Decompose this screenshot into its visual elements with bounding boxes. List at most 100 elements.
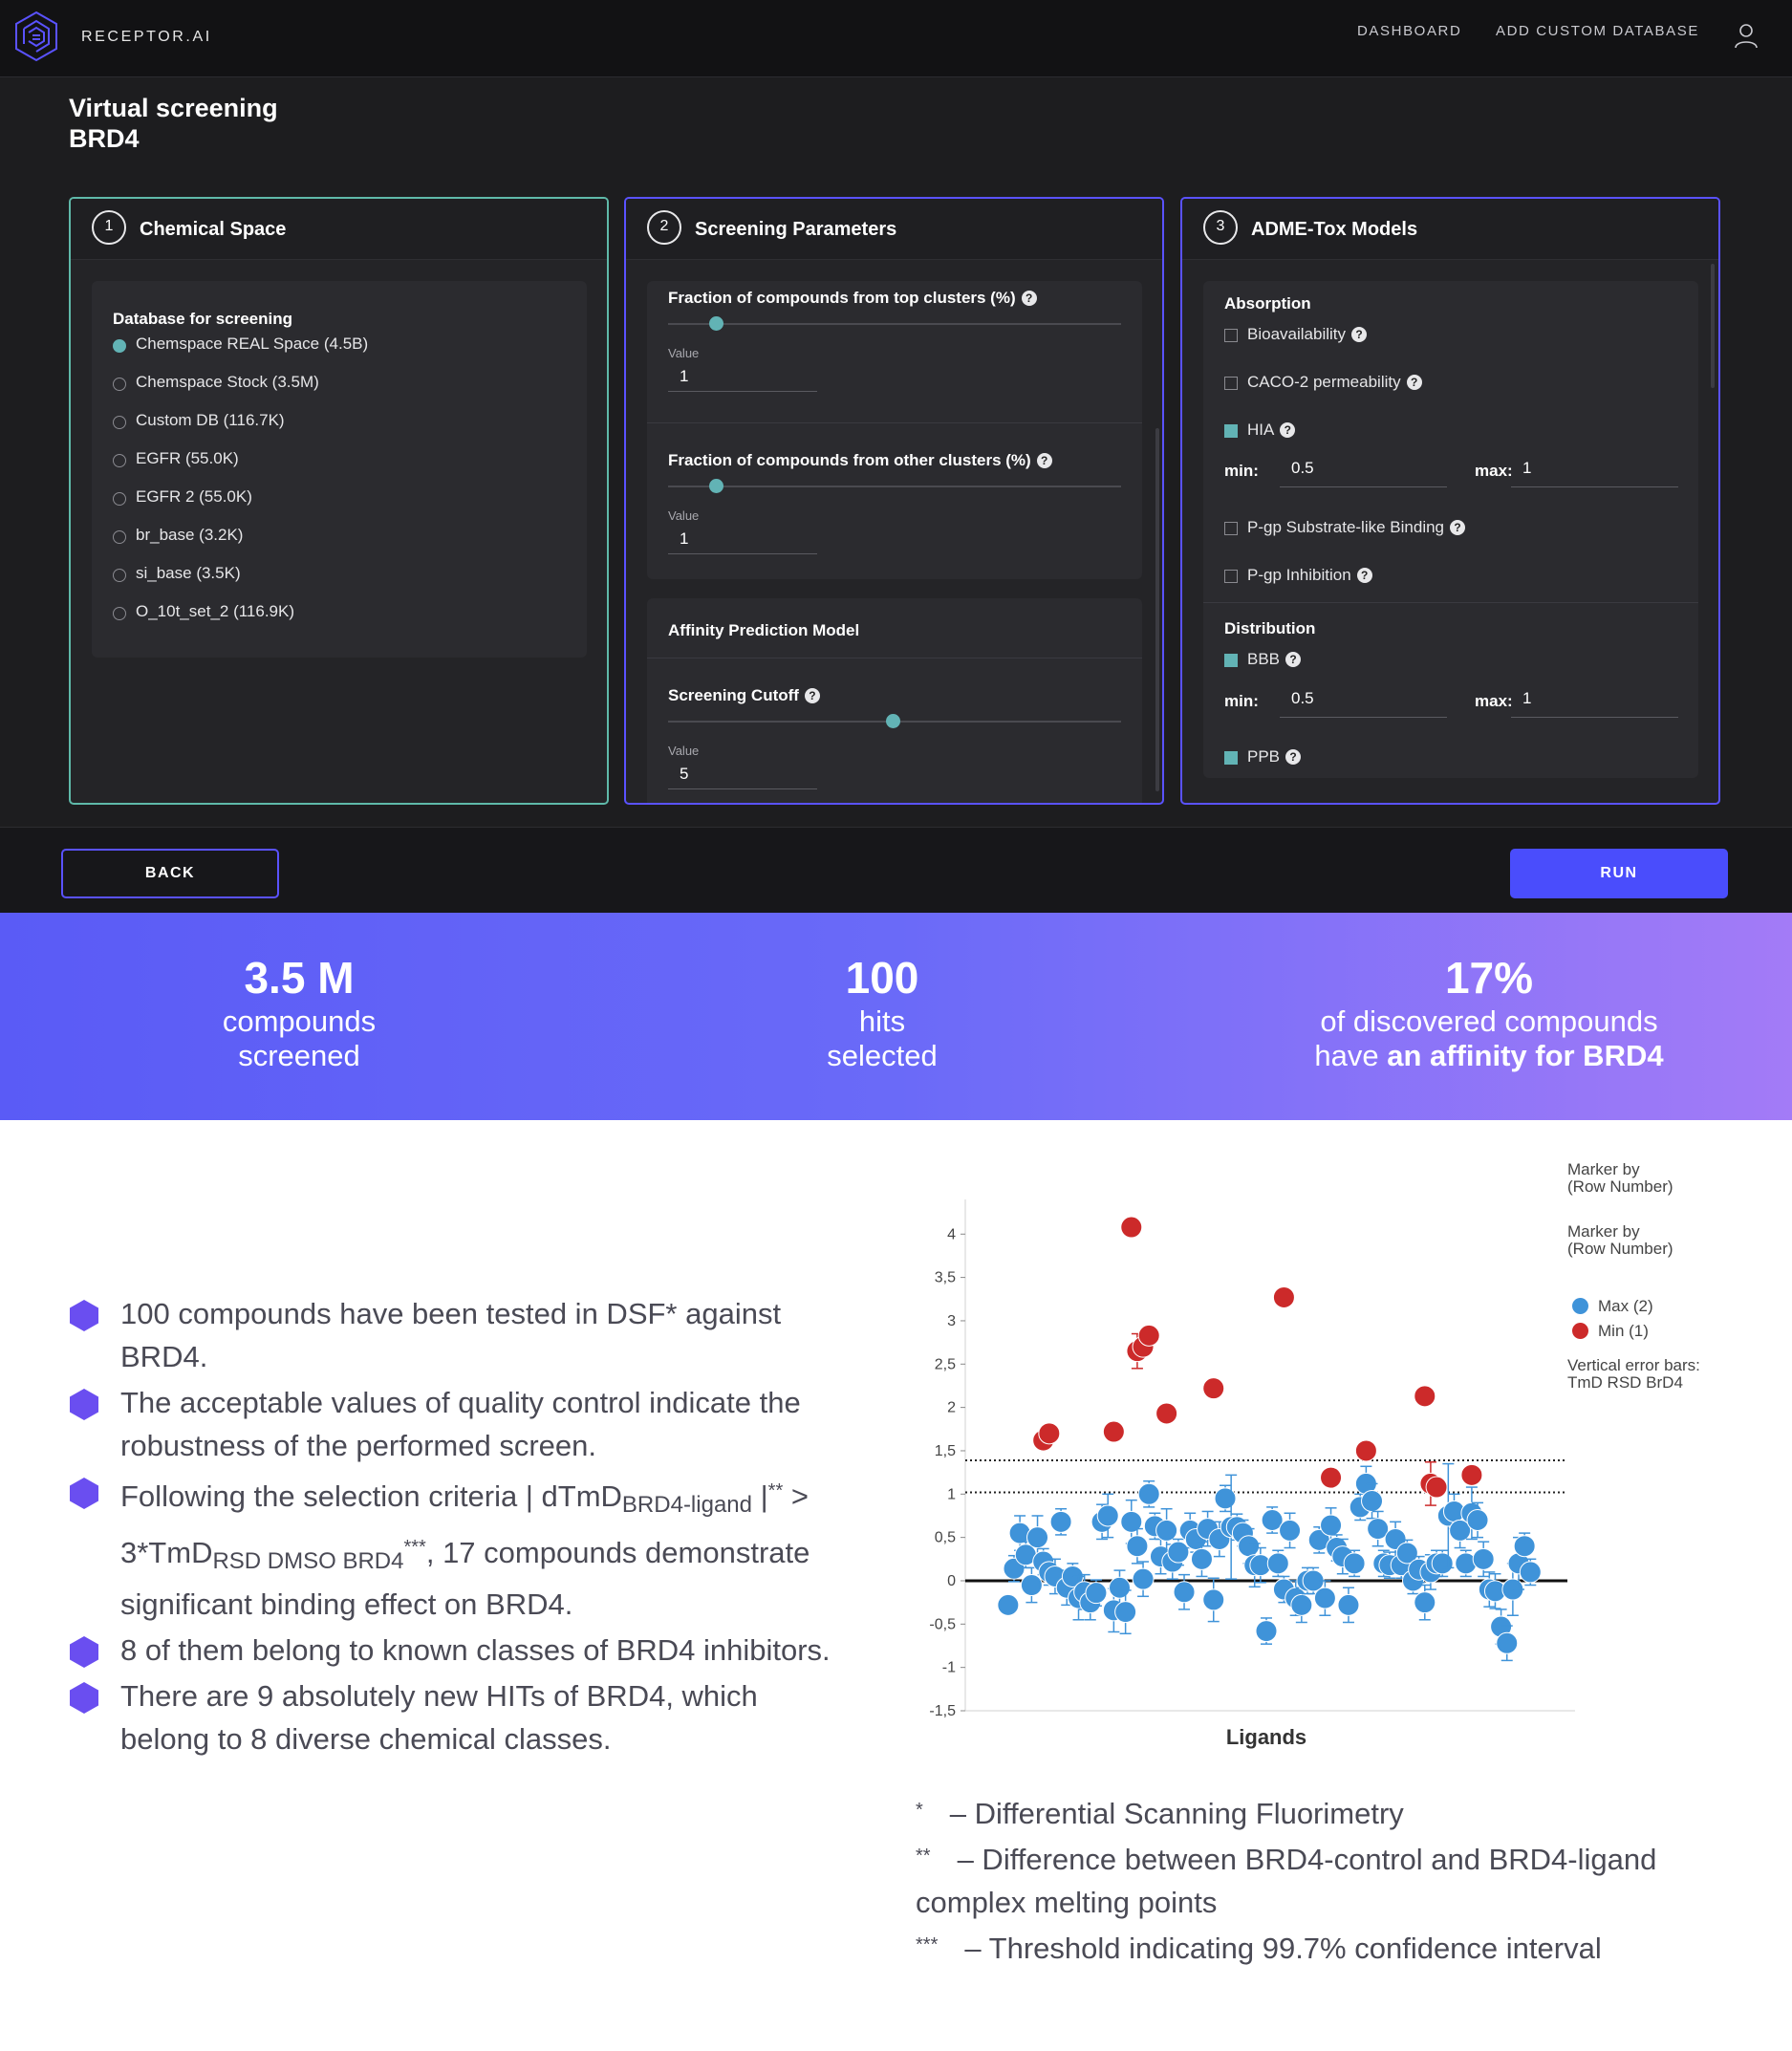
database-option-label: br_base (3.2K) (136, 526, 244, 544)
legend-label: Min (1) (1598, 1322, 1649, 1340)
y-tick-label: 2 (947, 1400, 956, 1416)
help-icon[interactable]: ? (1036, 453, 1052, 468)
bioavailability-label: Bioavailability? (1247, 325, 1367, 344)
help-icon[interactable]: ? (1021, 291, 1037, 306)
ppb-label-text: PPB (1247, 747, 1281, 766)
bioavailability-label-text: Bioavailability (1247, 325, 1346, 343)
hia-max-input[interactable]: 1 (1511, 455, 1678, 487)
slider-handle[interactable] (709, 316, 723, 331)
stat-caption: screened (238, 1039, 360, 1072)
top-clusters-value-input[interactable]: 1 (668, 359, 817, 392)
radio-button[interactable] (113, 492, 126, 506)
database-option-label: Chemspace Stock (3.5M) (136, 373, 319, 391)
max-label: max: (1475, 462, 1513, 480)
help-icon[interactable]: ? (1450, 520, 1466, 535)
other-clusters-slider[interactable] (668, 479, 1121, 493)
stat-caption-plain: have (1314, 1039, 1388, 1072)
radio-button[interactable] (113, 416, 126, 429)
nav-dashboard[interactable]: DASHBOARD (1357, 23, 1462, 39)
back-button[interactable]: BACK (61, 849, 279, 898)
data-point (1431, 1552, 1454, 1575)
card-header: 1 Chemical Space (71, 199, 607, 260)
radio-button[interactable] (113, 607, 126, 620)
data-point (1266, 1552, 1289, 1575)
list-item: 8 of them belong to known classes of BRD… (69, 1629, 853, 1672)
other-clusters-value-input[interactable]: 1 (668, 522, 817, 554)
hia-min-input[interactable]: 0.5 (1280, 455, 1447, 487)
scrollbar[interactable] (1155, 428, 1159, 791)
data-point (1425, 1476, 1448, 1499)
hexagon-bullet-icon (70, 1682, 98, 1714)
checkbox[interactable] (1224, 522, 1238, 535)
screening-cutoff-label-text: Screening Cutoff (668, 686, 799, 704)
data-point (1449, 1519, 1472, 1542)
checkbox[interactable] (1224, 329, 1238, 342)
top-clusters-slider[interactable] (668, 316, 1121, 331)
caco2-label-text: CACO-2 permeability (1247, 373, 1401, 391)
scrollbar[interactable] (1711, 264, 1715, 388)
checkbox[interactable] (1224, 570, 1238, 583)
legend-marker-by: Marker by (1567, 1160, 1640, 1178)
help-icon[interactable]: ? (1285, 749, 1302, 765)
screening-cutoff-slider[interactable] (668, 714, 1121, 728)
help-icon[interactable]: ? (804, 688, 820, 703)
data-point (1109, 1576, 1131, 1599)
data-point (1137, 1482, 1160, 1505)
bbb-min-input[interactable]: 0.5 (1280, 685, 1447, 718)
stat-compounds-screened: 3.5 M compounds screened (156, 951, 443, 1073)
brand-name: RECEPTOR.AI (81, 29, 212, 45)
database-option-label: EGFR (55.0K) (136, 449, 239, 467)
receptor-logo-icon[interactable] (11, 10, 61, 63)
slider-handle[interactable] (709, 479, 723, 493)
data-point (1120, 1216, 1143, 1239)
slider-handle[interactable] (886, 714, 900, 728)
bullet-text: | (752, 1479, 768, 1513)
help-icon[interactable]: ? (1406, 375, 1422, 390)
legend-marker-by: Marker by (1567, 1222, 1640, 1241)
divider (1203, 602, 1698, 603)
pgp-substrate-label-text: P-gp Substrate-like Binding (1247, 518, 1445, 536)
card-title: ADME-Tox Models (1251, 219, 1418, 240)
radio-button[interactable] (113, 530, 126, 544)
footnote-mark: *** (916, 1934, 939, 1955)
footnote-mark: * (916, 1800, 923, 1821)
pgp-substrate-label: P-gp Substrate-like Binding? (1247, 518, 1466, 537)
nav-add-custom-database[interactable]: ADD CUSTOM DATABASE (1496, 23, 1699, 39)
legend-marker-title: Marker by (Row Number) (1567, 1223, 1673, 1258)
bullet-text: , 17 compounds demonstrate significant b… (120, 1536, 810, 1621)
checkbox[interactable] (1224, 751, 1238, 765)
legend-dot (1572, 1298, 1588, 1314)
page-title: Virtual screening (69, 94, 278, 122)
bbb-max-input[interactable]: 1 (1511, 685, 1678, 718)
run-button[interactable]: RUN (1510, 849, 1728, 898)
help-icon[interactable]: ? (1280, 422, 1296, 438)
radio-button[interactable] (113, 569, 126, 582)
app-window: RECEPTOR.AI DASHBOARD ADD CUSTOM DATABAS… (0, 0, 1792, 913)
help-icon[interactable]: ? (1351, 327, 1367, 342)
bbb-label: BBB? (1247, 650, 1302, 669)
help-icon[interactable]: ? (1356, 568, 1372, 583)
y-tick-label: 3,5 (935, 1270, 956, 1286)
legend-error-title: Vertical error bars: (1567, 1356, 1700, 1374)
checkbox[interactable] (1224, 377, 1238, 390)
value-label: Value (668, 346, 700, 360)
help-icon[interactable]: ? (1285, 652, 1302, 667)
data-point (1343, 1552, 1366, 1575)
user-profile-icon[interactable] (1732, 21, 1760, 50)
screening-cutoff-value-input[interactable]: 5 (668, 757, 817, 789)
max-label: max: (1475, 692, 1513, 710)
stats-banner: 3.5 M compounds screened 100 hits select… (0, 913, 1792, 1120)
radio-button[interactable] (113, 454, 126, 467)
checkbox[interactable] (1224, 654, 1238, 667)
checkbox[interactable] (1224, 424, 1238, 438)
hia-label-text: HIA (1247, 421, 1275, 439)
legend-error-bars: Vertical error bars: TmD RSD BrD4 (1567, 1357, 1700, 1392)
footnote-text: – Differential Scanning Fluorimetry (949, 1797, 1404, 1830)
radio-button[interactable] (113, 339, 126, 353)
data-point (1155, 1402, 1178, 1425)
radio-button[interactable] (113, 378, 126, 391)
hexagon-bullet-icon (70, 1478, 98, 1509)
cluster-parameters-panel: Fraction of compounds from top clusters … (647, 281, 1142, 579)
absorption-title: Absorption (1224, 294, 1311, 313)
adme-panel: Absorption Bioavailability? CACO-2 perme… (1203, 281, 1698, 778)
